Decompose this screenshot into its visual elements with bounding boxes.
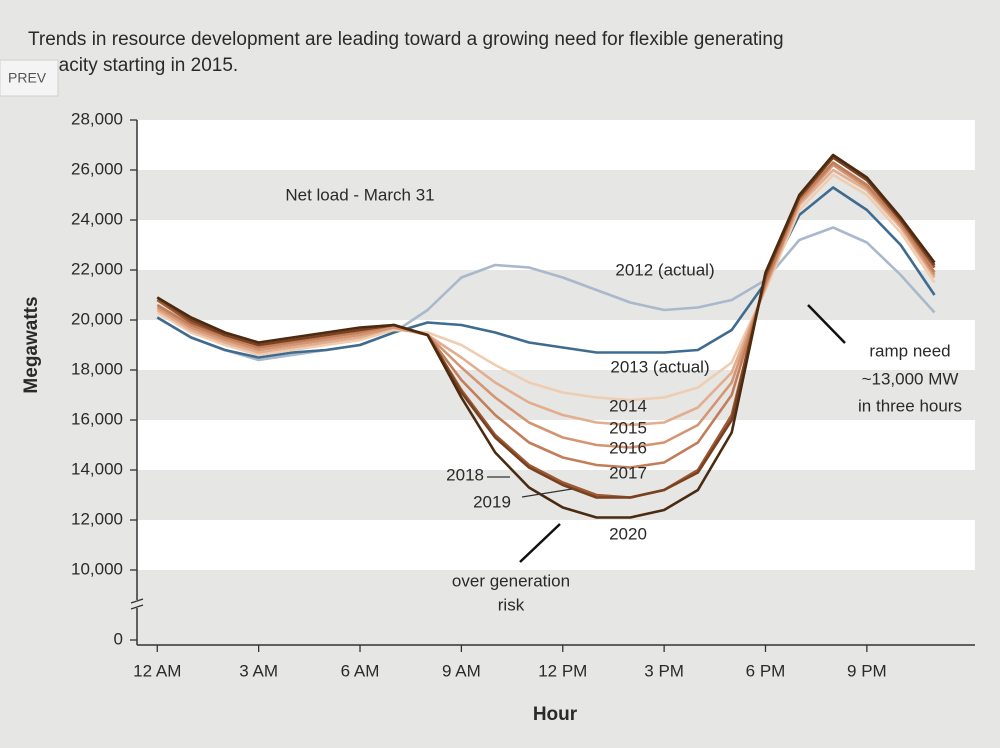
x-axis-label: Hour [533, 704, 578, 725]
x-tick-label: 6 PM [746, 661, 786, 680]
annotation: over generation [452, 571, 570, 590]
series-label: 2013 (actual) [610, 357, 709, 376]
x-tick-label: 9 AM [442, 661, 481, 680]
series-line [156, 156, 936, 499]
axis-break-mark [130, 598, 144, 610]
y-tick-label: 10,000 [71, 559, 123, 578]
axis-break-gap [131, 600, 143, 608]
x-tick-label: 3 AM [239, 661, 278, 680]
series-line [156, 163, 936, 449]
series-line [156, 186, 936, 359]
x-tick-label: 6 AM [341, 661, 380, 680]
prev-button[interactable]: PREV [0, 59, 59, 97]
annotation: in three hours [858, 396, 962, 415]
y-axis-label: Megawatts [21, 296, 42, 393]
chart-title-line: capacity starting in 2015. [28, 55, 238, 76]
grid-band [137, 120, 975, 170]
series-label: 2016 [609, 438, 647, 457]
y-tick-label: 14,000 [71, 459, 123, 478]
series-line [156, 161, 936, 469]
x-tick-label: 12 AM [133, 661, 181, 680]
series-label: 2017 [609, 463, 647, 482]
x-tick-label: 12 PM [538, 661, 587, 680]
series-label: 2012 (actual) [615, 260, 714, 279]
annotation: ramp need [869, 341, 950, 360]
y-tick-label: 24,000 [71, 209, 123, 228]
prev-button-label[interactable]: PREV [8, 70, 47, 86]
y-tick-label: 0 [114, 629, 123, 648]
y-tick-label: 26,000 [71, 159, 123, 178]
leader-line [807, 304, 846, 344]
series-label: 2019 [473, 492, 511, 511]
plot-area: 0 10,000 12,000 14,000 16,000 18,000 20,000 22,… [71, 109, 975, 680]
leader-line [519, 523, 561, 563]
series-line [156, 226, 936, 362]
series-label: 2014 [609, 396, 647, 415]
annotation: risk [498, 595, 525, 614]
grid-band [137, 420, 975, 470]
x-tick-label: 3 PM [644, 661, 684, 680]
series-line [156, 153, 936, 519]
series-label: 2018 [446, 465, 484, 484]
y-tick-label: 20,000 [71, 309, 123, 328]
x-tick-label: 9 PM [847, 661, 887, 680]
grid-band [137, 220, 975, 270]
annotation: Net load - March 31 [285, 185, 434, 204]
y-tick-label: 22,000 [71, 259, 123, 278]
leader-line [521, 488, 573, 498]
annotation: ~13,000 MW [862, 369, 959, 388]
chart-title-line: Trends in resource development are leadi… [28, 29, 784, 50]
prev-button-bg[interactable] [0, 59, 59, 97]
y-tick-label: 16,000 [71, 409, 123, 428]
series-line [156, 173, 936, 402]
series-line [156, 168, 936, 427]
y-tick-label: 12,000 [71, 509, 123, 528]
series-label: 2015 [609, 418, 647, 437]
y-tick-label: 18,000 [71, 359, 123, 378]
series-label: 2020 [609, 524, 647, 543]
y-tick-label: 28,000 [71, 109, 123, 128]
